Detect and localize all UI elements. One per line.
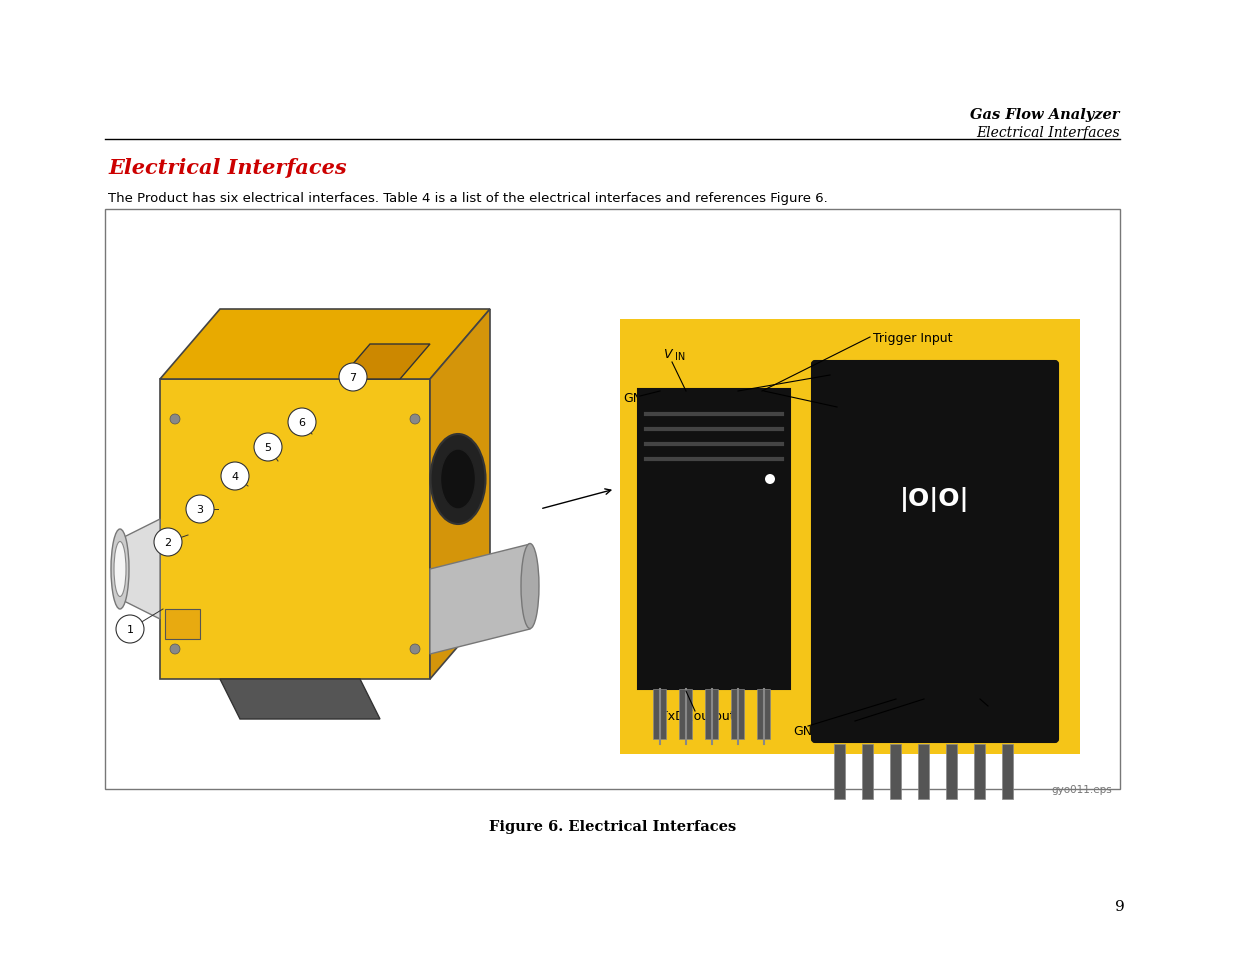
- Bar: [653, 689, 666, 740]
- Polygon shape: [161, 310, 490, 379]
- Text: 2: 2: [164, 537, 172, 547]
- Polygon shape: [161, 379, 430, 679]
- Bar: [731, 689, 743, 740]
- Bar: [974, 744, 986, 800]
- Text: The Product has six electrical interfaces. Table 4 is a list of the electrical i: The Product has six electrical interface…: [107, 192, 827, 205]
- Bar: [890, 744, 902, 800]
- Text: Analog OUT 1: Analog OUT 1: [840, 401, 926, 415]
- Ellipse shape: [441, 450, 475, 510]
- Polygon shape: [430, 544, 530, 655]
- Circle shape: [116, 616, 144, 643]
- Ellipse shape: [111, 530, 128, 609]
- Circle shape: [410, 415, 420, 424]
- Text: |O|O|: |O|O|: [900, 487, 969, 512]
- Circle shape: [254, 434, 282, 461]
- Text: IN: IN: [676, 352, 685, 361]
- Circle shape: [288, 409, 316, 436]
- Text: 6: 6: [299, 417, 305, 428]
- Text: gyo011.eps: gyo011.eps: [1051, 784, 1112, 794]
- Text: Electrical Interfaces: Electrical Interfaces: [977, 126, 1120, 140]
- Circle shape: [221, 462, 249, 491]
- Text: GND: GND: [622, 392, 652, 405]
- Circle shape: [338, 364, 367, 392]
- Polygon shape: [120, 519, 161, 619]
- Bar: [679, 689, 692, 740]
- Text: 4: 4: [231, 472, 238, 481]
- Bar: [946, 744, 957, 800]
- Text: Electrical Interfaces: Electrical Interfaces: [107, 158, 347, 178]
- Text: RxD (Input): RxD (Input): [855, 720, 926, 732]
- Polygon shape: [340, 345, 430, 379]
- Bar: [105, 210, 1120, 789]
- Polygon shape: [430, 310, 490, 679]
- Bar: [638, 390, 790, 689]
- Circle shape: [170, 415, 180, 424]
- Text: TxD (output): TxD (output): [659, 709, 740, 722]
- Text: GND: GND: [793, 724, 821, 738]
- Bar: [1002, 744, 1013, 800]
- Circle shape: [410, 644, 420, 655]
- Polygon shape: [220, 679, 380, 720]
- Text: Gas Flow Analyzer: Gas Flow Analyzer: [971, 108, 1120, 122]
- Circle shape: [764, 475, 776, 484]
- Text: 1: 1: [126, 624, 133, 635]
- Bar: [165, 609, 200, 639]
- Circle shape: [154, 529, 182, 557]
- Bar: [862, 744, 873, 800]
- Bar: [918, 744, 929, 800]
- Bar: [705, 689, 718, 740]
- Text: V: V: [663, 348, 672, 360]
- Text: 3: 3: [196, 504, 204, 515]
- Text: Analog OUT 2: Analog OUT 2: [832, 370, 919, 382]
- Bar: [757, 689, 769, 740]
- Text: 5: 5: [264, 442, 272, 453]
- Ellipse shape: [431, 435, 485, 524]
- Ellipse shape: [114, 542, 126, 597]
- Text: Trigger Input: Trigger Input: [873, 332, 952, 345]
- FancyBboxPatch shape: [811, 361, 1058, 742]
- Text: 9: 9: [1115, 899, 1125, 913]
- Ellipse shape: [521, 544, 538, 629]
- Bar: [620, 319, 1079, 754]
- Text: N.C.: N.C.: [990, 704, 1016, 718]
- Circle shape: [170, 644, 180, 655]
- Circle shape: [186, 496, 214, 523]
- Text: Figure 6. Electrical Interfaces: Figure 6. Electrical Interfaces: [489, 820, 736, 833]
- Text: 7: 7: [350, 373, 357, 382]
- Bar: [834, 744, 845, 800]
